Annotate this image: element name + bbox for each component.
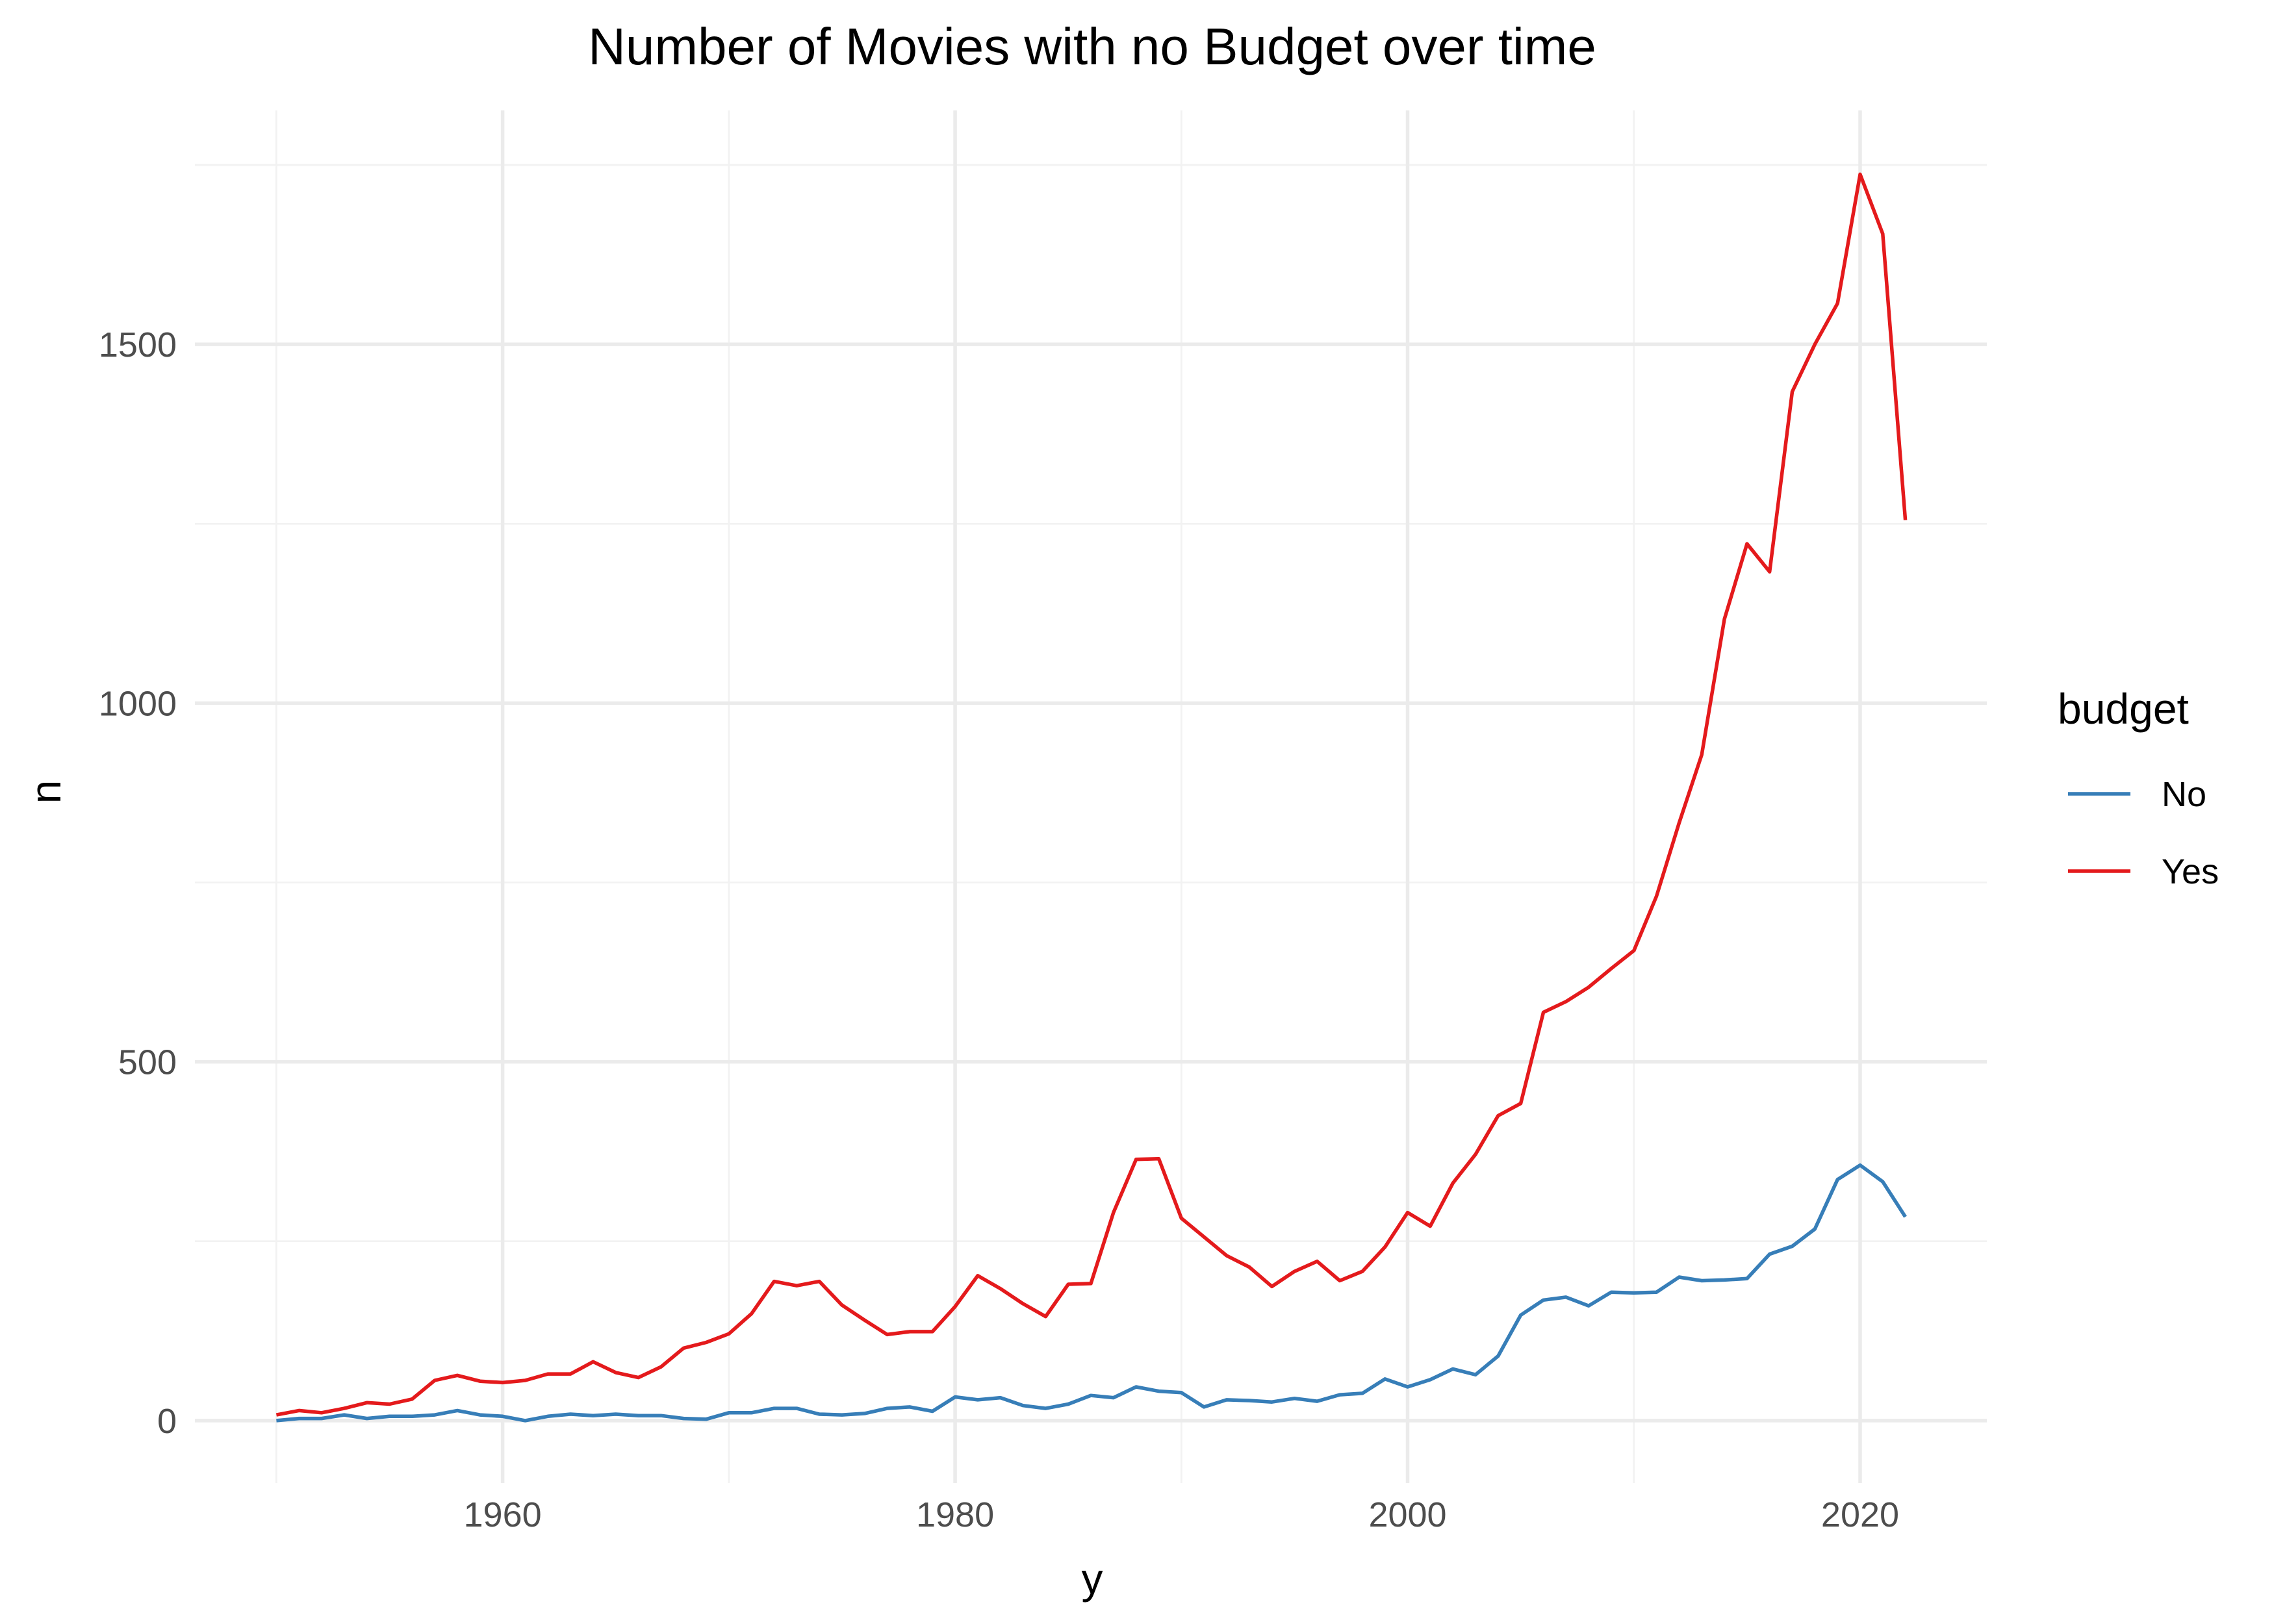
- y-tick-label: 500: [118, 1043, 177, 1082]
- x-tick-label: 1980: [916, 1495, 994, 1534]
- x-tick-label: 2020: [1821, 1495, 1899, 1534]
- y-axis-tick-labels: 0 500 1000 1500: [99, 325, 177, 1441]
- y-tick-label: 0: [157, 1402, 177, 1441]
- legend-label-no: No: [2162, 775, 2206, 814]
- legend-entries: No Yes: [2068, 775, 2219, 891]
- major-x-gridlines: [500, 110, 1862, 1483]
- minor-y-gridlines: [195, 164, 1987, 1243]
- x-tick-label: 2000: [1368, 1495, 1446, 1534]
- x-axis-title: y: [1082, 1554, 1103, 1603]
- legend: budget No Yes: [2058, 685, 2219, 891]
- x-axis-tick-labels: 1960 1980 2000 2020: [464, 1495, 1900, 1534]
- series-line-no: [276, 1163, 1907, 1423]
- legend-label-yes: Yes: [2162, 852, 2219, 891]
- y-axis-title: n: [21, 780, 70, 804]
- y-tick-label: 1500: [99, 325, 177, 364]
- y-tick-label: 1000: [99, 684, 177, 723]
- minor-x-gridlines: [275, 110, 1635, 1483]
- x-tick-label: 1960: [464, 1495, 542, 1534]
- series-line-yes: [275, 172, 1908, 1417]
- chart-title: Number of Movies with no Budget over tim…: [588, 18, 1596, 75]
- legend-title: budget: [2058, 685, 2189, 733]
- major-y-gridlines: [195, 342, 1987, 1423]
- series-lines: [275, 172, 1908, 1423]
